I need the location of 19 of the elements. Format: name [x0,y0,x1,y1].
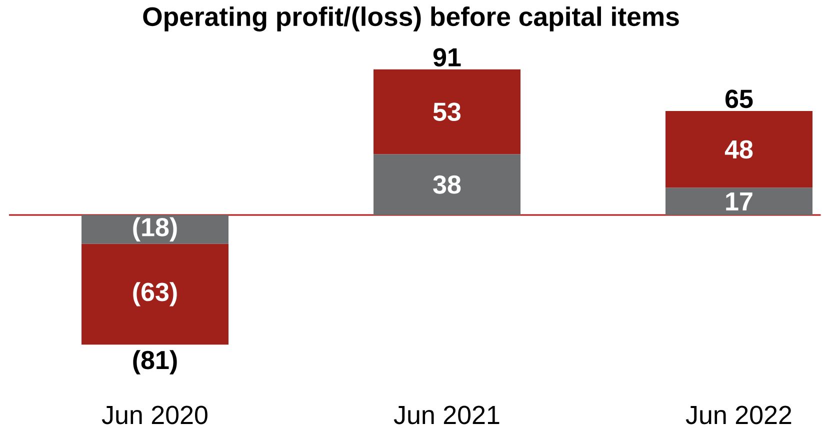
x-tick-label: Jun 2021 [394,406,500,424]
data-label: 53 [433,102,461,122]
total-label: 91 [433,48,461,66]
bar [374,154,520,215]
data-label: 48 [724,140,753,159]
x-tick-label: Jun 2022 [686,406,792,424]
data-label: 17 [726,192,752,210]
chart-title: Operating profit/(loss) before capital items [143,6,679,32]
data-label: (18) [133,217,177,242]
total-label: 65 [725,90,753,108]
bar [665,188,812,215]
bar [82,244,229,345]
data-label: (63) [133,282,177,306]
bar [82,214,229,244]
bar [374,69,520,154]
bar [665,111,812,188]
data-label: 38 [433,175,461,194]
total-label: (81) [133,350,177,374]
x-tick-label: Jun 2020 [102,406,208,424]
